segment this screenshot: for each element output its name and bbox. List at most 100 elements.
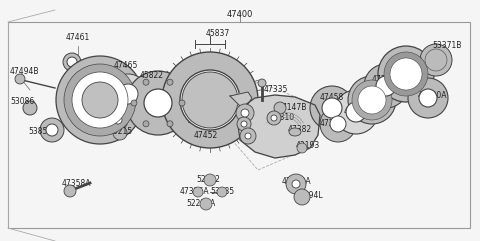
Text: 47390A: 47390A (372, 75, 402, 85)
Circle shape (419, 89, 437, 107)
Circle shape (297, 143, 307, 153)
Text: 47460A: 47460A (344, 107, 373, 116)
Text: 47451: 47451 (400, 58, 424, 67)
Circle shape (78, 78, 122, 122)
Circle shape (348, 76, 396, 124)
Circle shape (240, 128, 256, 144)
Circle shape (131, 100, 137, 106)
Text: 53371B: 53371B (432, 41, 461, 51)
Circle shape (40, 118, 64, 142)
Circle shape (182, 72, 238, 128)
Circle shape (82, 82, 118, 118)
Circle shape (108, 74, 148, 114)
Circle shape (245, 133, 251, 139)
Circle shape (408, 78, 448, 118)
Circle shape (361, 89, 383, 111)
Circle shape (126, 71, 190, 135)
Circle shape (286, 174, 306, 194)
Circle shape (258, 79, 266, 87)
Circle shape (322, 98, 342, 118)
Circle shape (334, 90, 378, 134)
Circle shape (352, 80, 392, 120)
Circle shape (364, 64, 408, 108)
Circle shape (143, 79, 149, 85)
Text: 45837: 45837 (206, 29, 230, 39)
Circle shape (384, 52, 428, 96)
Circle shape (167, 79, 173, 85)
Circle shape (144, 89, 172, 117)
Circle shape (358, 86, 386, 114)
Circle shape (204, 174, 216, 186)
Circle shape (292, 180, 300, 188)
Circle shape (67, 57, 77, 67)
Circle shape (72, 72, 128, 128)
Text: 47494L: 47494L (295, 192, 324, 201)
Text: 47461: 47461 (66, 33, 90, 42)
Text: 47244: 47244 (320, 120, 344, 128)
Text: 43193: 43193 (296, 141, 320, 150)
Text: 47465: 47465 (114, 61, 138, 71)
Circle shape (271, 115, 277, 121)
Text: 47356A: 47356A (180, 187, 210, 196)
Text: 53851: 53851 (28, 127, 52, 135)
Circle shape (310, 86, 354, 130)
Circle shape (64, 64, 136, 136)
Circle shape (420, 44, 452, 76)
Text: 47381: 47381 (362, 95, 386, 105)
Circle shape (46, 124, 58, 136)
Circle shape (237, 117, 251, 131)
Text: 53086: 53086 (10, 96, 34, 106)
Circle shape (376, 76, 396, 96)
Circle shape (236, 104, 254, 122)
Circle shape (114, 116, 122, 124)
Text: 47335: 47335 (264, 86, 288, 94)
Circle shape (143, 121, 149, 127)
Circle shape (200, 198, 212, 210)
Text: 47494B: 47494B (10, 67, 39, 76)
Circle shape (241, 109, 249, 117)
Circle shape (241, 121, 247, 127)
Circle shape (56, 56, 144, 144)
Circle shape (167, 121, 173, 127)
Circle shape (193, 187, 203, 197)
Circle shape (108, 110, 128, 130)
Ellipse shape (289, 128, 301, 136)
Text: 45822: 45822 (140, 72, 164, 80)
Polygon shape (238, 95, 320, 158)
Circle shape (23, 101, 37, 115)
Circle shape (294, 189, 310, 205)
Circle shape (180, 70, 240, 130)
Circle shape (274, 102, 286, 114)
Polygon shape (230, 92, 252, 108)
Text: 45849T: 45849T (105, 114, 134, 122)
Text: 47458: 47458 (320, 94, 344, 102)
Text: 47465: 47465 (188, 118, 212, 127)
Circle shape (346, 102, 366, 122)
Text: 47400: 47400 (227, 10, 253, 19)
Circle shape (118, 84, 138, 104)
Text: 47358A: 47358A (62, 180, 92, 188)
Text: 47382: 47382 (288, 126, 312, 134)
Circle shape (179, 100, 185, 106)
Text: 45849T: 45849T (194, 106, 223, 114)
Circle shape (64, 185, 76, 197)
Text: 52212: 52212 (196, 175, 220, 185)
Circle shape (425, 49, 447, 71)
Text: 52213A: 52213A (186, 199, 215, 208)
Circle shape (162, 52, 258, 148)
Circle shape (378, 46, 434, 102)
Circle shape (390, 58, 422, 90)
Circle shape (330, 116, 346, 132)
Circle shape (63, 53, 81, 71)
Circle shape (217, 187, 227, 197)
Bar (8, 22, 470, 228)
Text: 43020A: 43020A (418, 91, 447, 100)
Circle shape (320, 106, 356, 142)
Text: 47353A: 47353A (282, 178, 312, 187)
Text: 53885: 53885 (210, 187, 234, 196)
Circle shape (267, 111, 281, 125)
Circle shape (429, 53, 443, 67)
Text: 51310: 51310 (270, 114, 294, 122)
Text: 53215: 53215 (108, 127, 132, 135)
Text: 47147B: 47147B (278, 103, 307, 113)
